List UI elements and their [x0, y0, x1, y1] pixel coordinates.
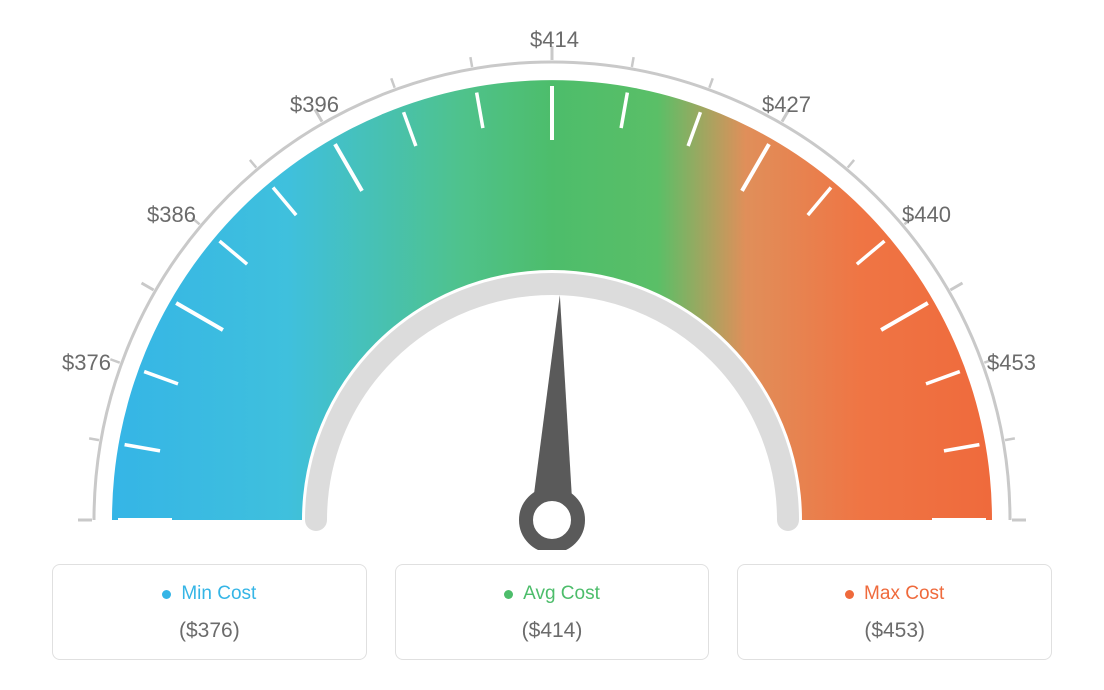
legend-dot-icon: [504, 590, 513, 599]
legend-value: ($453): [762, 619, 1027, 643]
gauge-tick-label: $414: [530, 27, 579, 53]
legend-dot-icon: [845, 590, 854, 599]
gauge-tick-label: $427: [762, 92, 811, 118]
legend-card: Min Cost ($376): [52, 564, 367, 660]
legend-title: Min Cost: [162, 583, 256, 605]
legend-label: Max Cost: [864, 583, 944, 605]
gauge-tick-label: $453: [987, 350, 1036, 376]
gauge-tick-label: $396: [290, 92, 339, 118]
gauge-tick-label: $386: [147, 202, 196, 228]
gauge-tick-label: $440: [902, 202, 951, 228]
legend-label: Avg Cost: [523, 583, 600, 605]
legend-card: Max Cost ($453): [737, 564, 1052, 660]
legend-title: Max Cost: [845, 583, 944, 605]
legend-label: Min Cost: [181, 583, 256, 605]
gauge-tick-label: $376: [62, 350, 111, 376]
legend-dot-icon: [162, 590, 171, 599]
legend-value: ($414): [420, 619, 685, 643]
legend-value: ($376): [77, 619, 342, 643]
legend-card: Avg Cost ($414): [395, 564, 710, 660]
gauge-chart: $376 $386 $396 $414 $427 $440 $453: [52, 30, 1052, 550]
gauge-svg: [52, 30, 1052, 550]
legend-row: Min Cost ($376) Avg Cost ($414) Max Cost ($45…: [52, 564, 1052, 660]
legend-title: Avg Cost: [504, 583, 600, 605]
